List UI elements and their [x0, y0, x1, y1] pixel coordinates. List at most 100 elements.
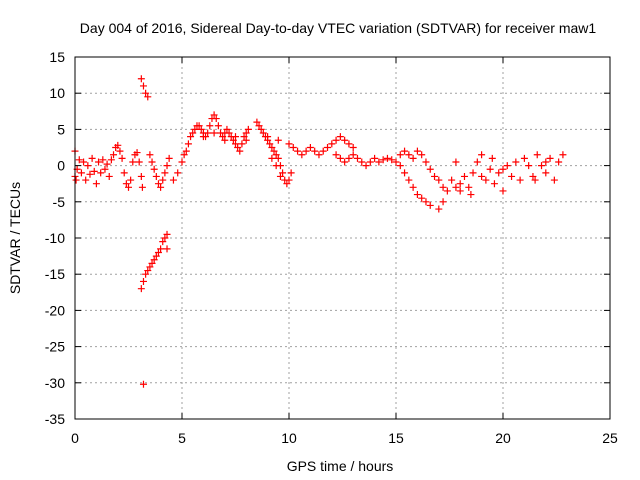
data-point [161, 234, 169, 242]
data-point [488, 154, 496, 162]
data-point [159, 176, 167, 184]
data-point [195, 122, 203, 130]
data-point [520, 154, 528, 162]
data-point [135, 158, 143, 166]
data-point [187, 133, 195, 141]
data-point [242, 129, 250, 137]
data-point [82, 176, 90, 184]
data-point [341, 136, 349, 144]
data-point [152, 252, 160, 260]
data-point [435, 205, 443, 213]
data-points [71, 75, 567, 388]
data-point [148, 158, 156, 166]
data-point [137, 172, 145, 180]
data-point [452, 158, 460, 166]
data-point [122, 180, 130, 188]
y-tick-label: -30 [45, 375, 65, 391]
data-point [482, 176, 490, 184]
data-point [127, 176, 135, 184]
data-point [107, 156, 115, 164]
data-point [148, 259, 156, 267]
data-point [486, 165, 494, 173]
data-point [349, 144, 357, 151]
data-point [118, 154, 126, 162]
data-point [99, 156, 107, 164]
data-point [422, 158, 430, 166]
data-point [189, 129, 197, 137]
data-point [448, 176, 456, 184]
data-point [311, 147, 319, 155]
data-point [144, 267, 152, 275]
data-point [358, 158, 366, 166]
data-point [72, 176, 80, 184]
data-point [306, 144, 314, 151]
data-point [405, 176, 413, 184]
data-point [388, 156, 396, 164]
data-point [92, 180, 100, 188]
data-point [272, 151, 280, 159]
x-tick-label: 10 [281, 430, 297, 446]
data-point [238, 140, 246, 148]
data-point [242, 136, 250, 144]
data-point [341, 158, 349, 166]
data-point [413, 191, 421, 199]
data-point [114, 141, 122, 149]
data-point [257, 125, 265, 133]
data-point [154, 248, 162, 256]
data-point [182, 147, 190, 155]
data-point [289, 144, 297, 151]
data-point [538, 162, 546, 170]
data-point [336, 154, 344, 162]
data-point [495, 169, 503, 177]
data-point [97, 169, 105, 177]
data-point [219, 133, 227, 141]
data-point [379, 156, 387, 164]
data-point [272, 162, 280, 170]
data-point [409, 154, 417, 162]
data-point [95, 158, 103, 166]
data-point [422, 198, 430, 206]
data-point [129, 158, 137, 166]
data-point [221, 136, 229, 144]
y-tick-label: -25 [45, 339, 65, 355]
data-point [101, 165, 109, 173]
data-point [452, 183, 460, 191]
y-tick-label: -10 [45, 230, 65, 246]
data-point [244, 125, 252, 133]
y-tick-label: -35 [45, 411, 65, 427]
data-point [490, 180, 498, 188]
data-point [285, 140, 293, 148]
data-point [80, 158, 88, 166]
data-point [332, 151, 340, 159]
data-point [401, 169, 409, 177]
data-point [283, 180, 291, 188]
data-point [110, 151, 118, 159]
data-point [234, 144, 242, 151]
data-point [180, 151, 188, 159]
data-point [84, 162, 92, 170]
grid-lines [75, 57, 610, 419]
data-point [328, 140, 336, 148]
data-point [559, 151, 567, 159]
chart-title: Day 004 of 2016, Sidereal Day-to-day VTE… [80, 20, 597, 36]
data-point [426, 165, 434, 173]
data-point [542, 158, 550, 166]
data-point [529, 172, 537, 180]
data-point [240, 133, 248, 141]
data-point [473, 158, 481, 166]
data-point [294, 147, 302, 155]
data-point [184, 140, 192, 148]
data-point [336, 133, 344, 141]
data-point [232, 140, 239, 148]
data-point [264, 133, 272, 141]
data-point [90, 167, 98, 175]
data-point [371, 154, 379, 162]
data-point [276, 172, 284, 180]
data-point [86, 170, 94, 178]
y-tick-label: -20 [45, 302, 65, 318]
data-point [103, 160, 111, 168]
data-point [229, 136, 237, 144]
data-point [144, 93, 152, 101]
data-point [105, 172, 113, 180]
data-point [157, 245, 165, 253]
